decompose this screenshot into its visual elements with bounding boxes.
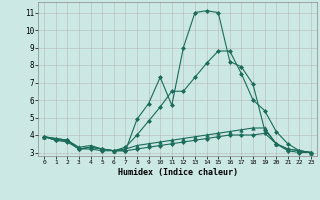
X-axis label: Humidex (Indice chaleur): Humidex (Indice chaleur): [118, 168, 238, 177]
